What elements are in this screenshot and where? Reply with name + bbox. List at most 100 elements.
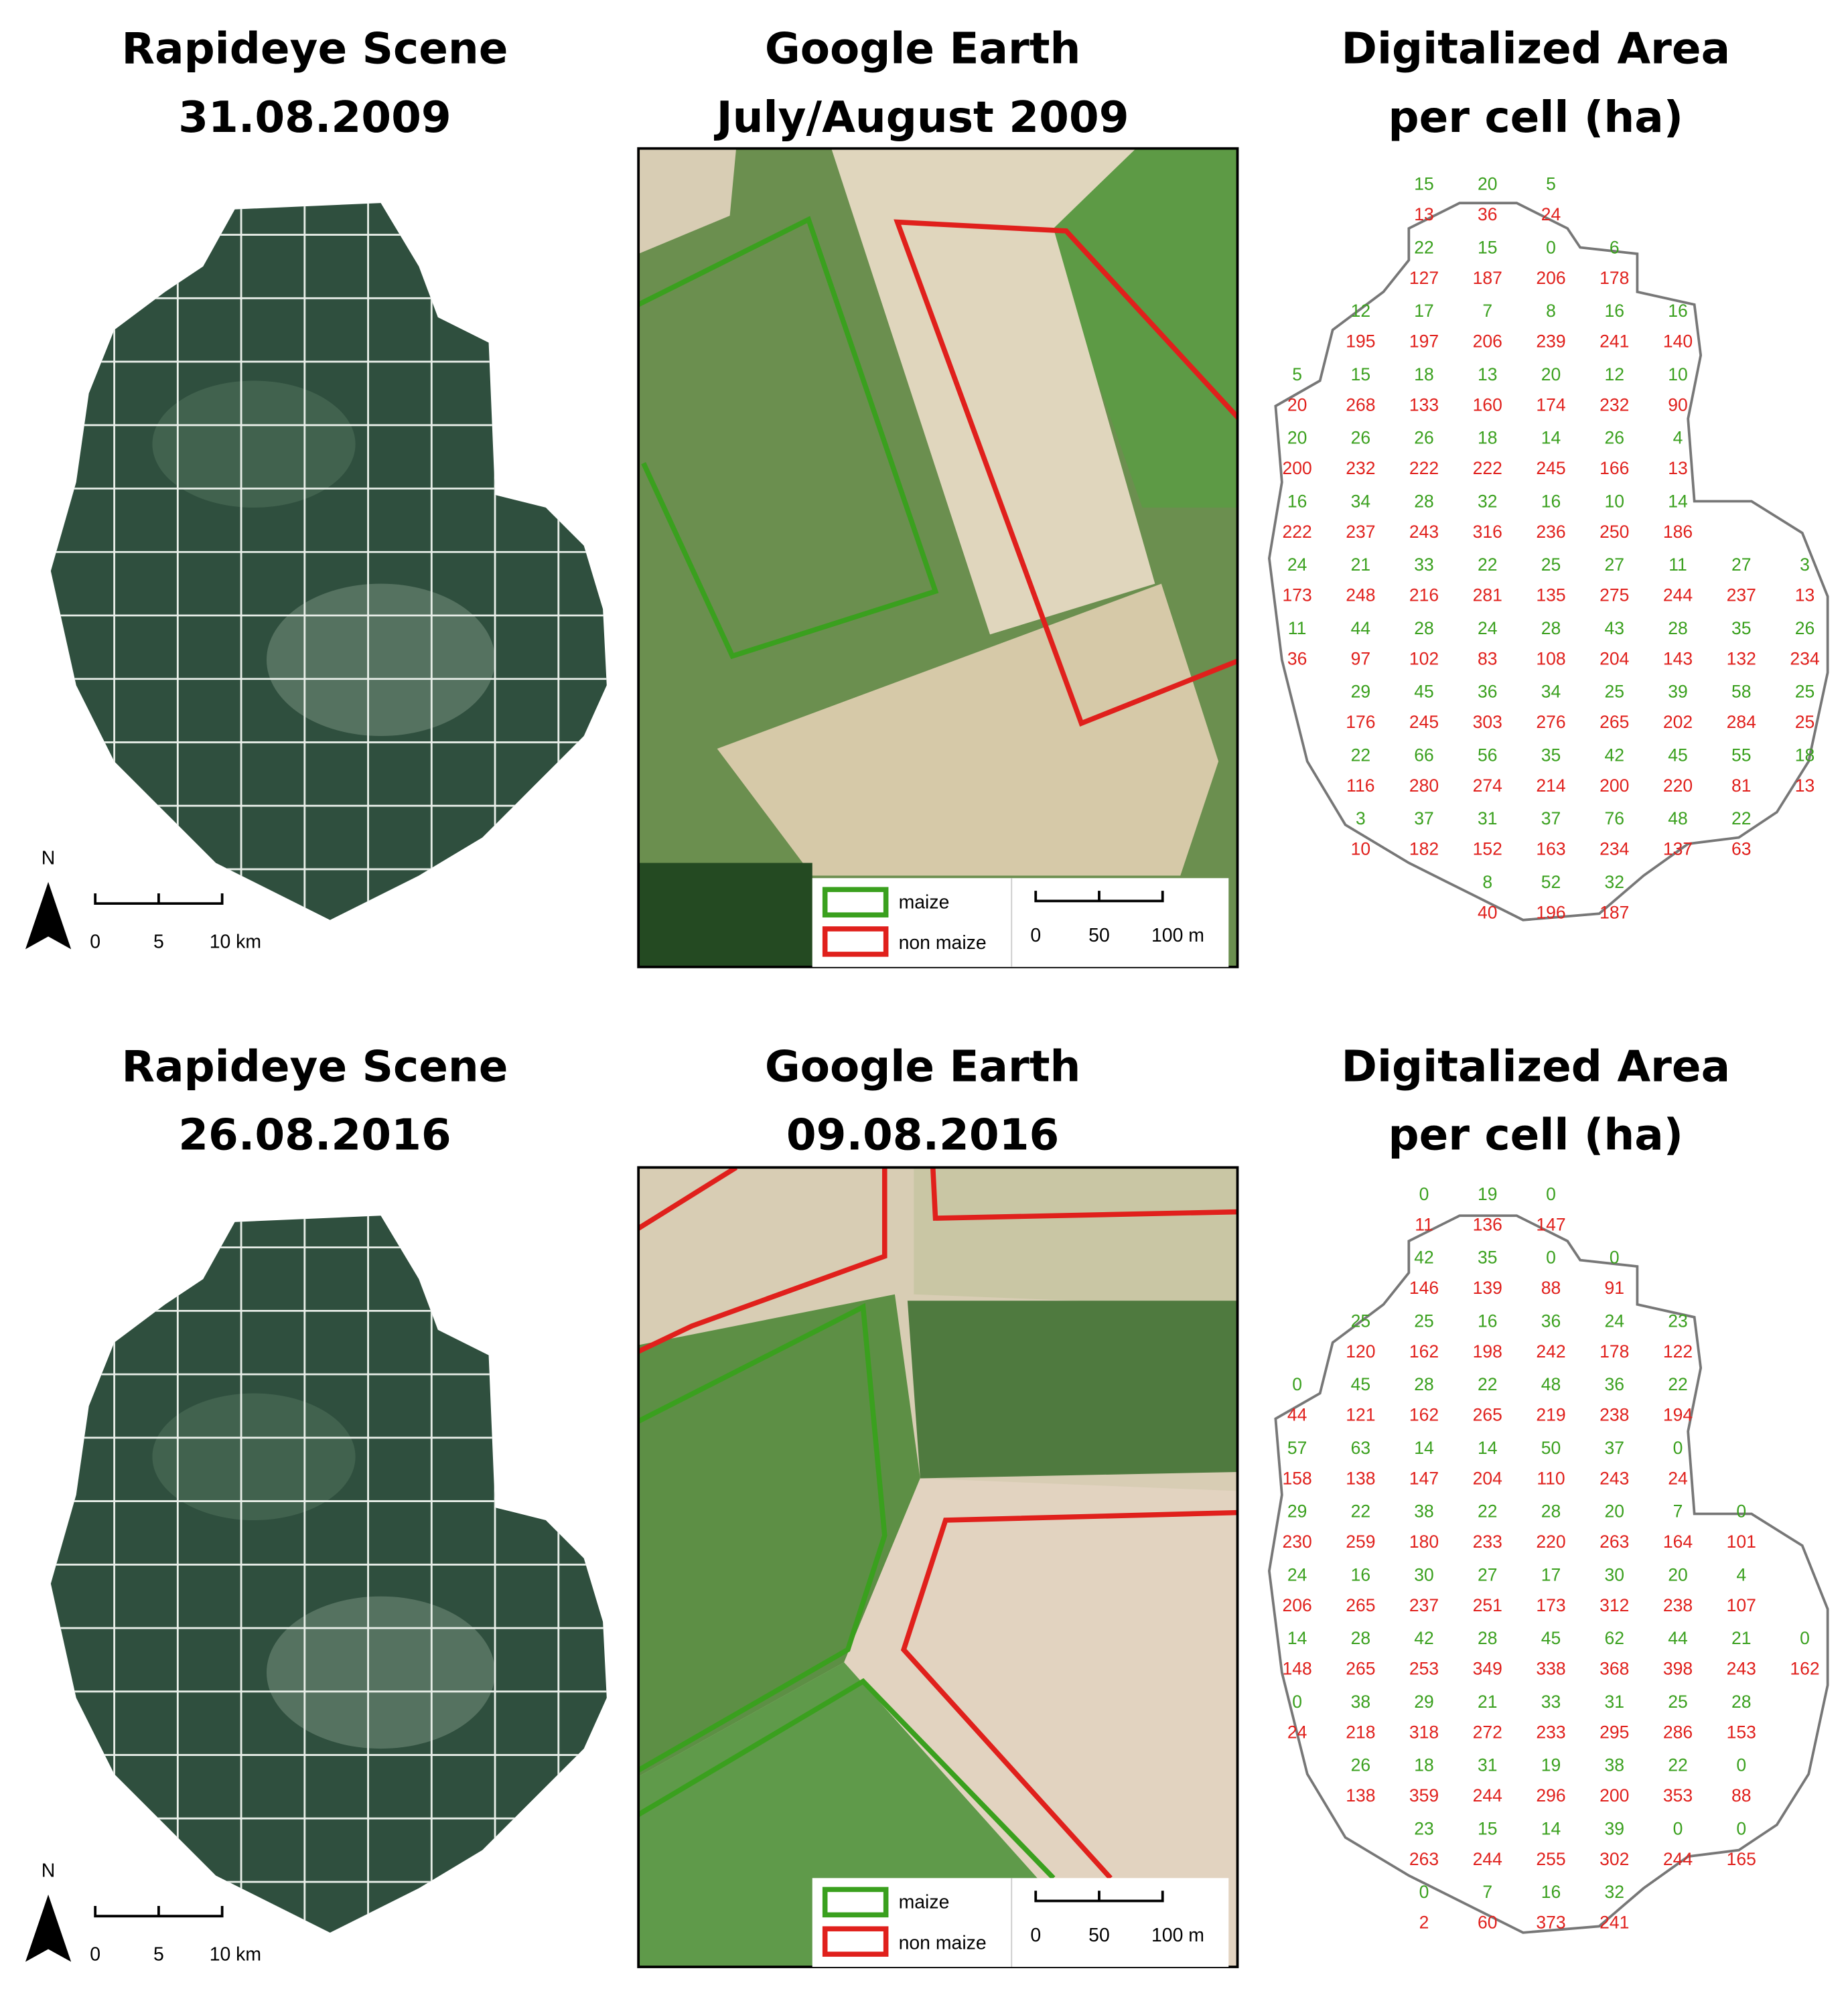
maize-area: 33 (1414, 555, 1434, 575)
non-maize-area: 239 (1536, 331, 1565, 352)
maize-area: 10 (1668, 364, 1688, 384)
non-maize-area: 162 (1790, 1659, 1819, 1679)
m-scale-label: 100 m (1151, 925, 1204, 946)
non-maize-area: 263 (1600, 1532, 1629, 1552)
maize-area: 21 (1351, 555, 1371, 575)
non-maize-area: 275 (1600, 585, 1629, 605)
maize-area: 18 (1478, 428, 1498, 448)
km-scale-label: 0 (90, 1943, 100, 1965)
non-maize-area: 13 (1668, 458, 1688, 478)
maize-area: 28 (1478, 1628, 1498, 1648)
maize-area: 0 (1419, 1882, 1429, 1902)
legend-label: maize (899, 1892, 950, 1913)
non-maize-area: 186 (1663, 522, 1693, 542)
non-maize-area: 152 (1473, 839, 1502, 859)
non-maize-area: 214 (1536, 776, 1565, 796)
maize-area: 28 (1541, 1501, 1561, 1522)
non-maize-area: 138 (1346, 1785, 1375, 1805)
maize-area: 4 (1736, 1564, 1746, 1584)
maize-area: 4 (1673, 428, 1683, 448)
maize-area: 52 (1541, 872, 1561, 892)
non-maize-area: 195 (1346, 331, 1375, 352)
maize-area: 27 (1478, 1564, 1498, 1584)
non-maize-area: 200 (1600, 1785, 1629, 1805)
maize-area: 55 (1731, 745, 1752, 765)
non-maize-area: 146 (1409, 1278, 1439, 1298)
non-maize-area: 359 (1409, 1785, 1439, 1805)
km-scale-label: 0 (90, 931, 100, 952)
maize-area: 20 (1478, 174, 1498, 194)
non-maize-area: 136 (1473, 1214, 1502, 1234)
maize-area: 32 (1605, 1882, 1625, 1902)
maize-area: 22 (1414, 237, 1434, 257)
non-maize-area: 218 (1346, 1722, 1375, 1742)
non-maize-area: 24 (1668, 1468, 1688, 1488)
maize-area: 39 (1668, 682, 1688, 702)
non-maize-area: 60 (1478, 1913, 1498, 1933)
non-maize-area: 174 (1536, 394, 1565, 415)
maize-area: 26 (1795, 618, 1815, 638)
non-maize-area: 296 (1536, 1785, 1565, 1805)
non-maize-area: 263 (1409, 1849, 1439, 1869)
non-maize-area: 63 (1731, 839, 1752, 859)
maize-area: 16 (1541, 491, 1561, 511)
non-maize-area: 234 (1790, 648, 1819, 668)
legend-swatch-non-maize (822, 1926, 889, 1957)
non-maize-area: 24 (1541, 204, 1561, 224)
non-maize-area: 265 (1346, 1595, 1375, 1615)
maize-area: 66 (1414, 745, 1434, 765)
non-maize-area: 219 (1536, 1405, 1565, 1425)
maize-area: 29 (1287, 1501, 1307, 1522)
non-maize-area: 276 (1536, 712, 1565, 732)
maize-area: 17 (1541, 1564, 1561, 1584)
maize-area: 11 (1288, 618, 1307, 638)
non-maize-area: 36 (1287, 648, 1307, 668)
non-maize-area: 216 (1409, 585, 1439, 605)
maize-area: 0 (1673, 1438, 1683, 1458)
maize-area: 14 (1668, 491, 1688, 511)
maize-area: 24 (1478, 618, 1498, 638)
maize-area: 6 (1610, 237, 1620, 257)
non-maize-area: 10 (1351, 839, 1371, 859)
maize-area: 22 (1478, 1501, 1498, 1522)
non-maize-area: 243 (1727, 1659, 1756, 1679)
non-maize-area: 135 (1536, 585, 1565, 605)
non-maize-area: 303 (1473, 712, 1502, 732)
maize-area: 45 (1351, 1374, 1371, 1394)
non-maize-area: 194 (1663, 1405, 1693, 1425)
non-maize-area: 245 (1536, 458, 1565, 478)
non-maize-area: 206 (1473, 331, 1502, 352)
non-maize-area: 110 (1537, 1468, 1565, 1488)
maize-area: 14 (1414, 1438, 1434, 1458)
non-maize-area: 232 (1600, 394, 1629, 415)
non-maize-area: 250 (1600, 522, 1629, 542)
non-maize-area: 121 (1346, 1405, 1375, 1425)
maize-area: 25 (1605, 682, 1625, 702)
non-maize-area: 158 (1282, 1468, 1311, 1488)
maize-area: 0 (1736, 1818, 1746, 1838)
maize-area: 31 (1605, 1692, 1625, 1712)
non-maize-area: 153 (1727, 1722, 1756, 1742)
non-maize-area: 127 (1409, 268, 1439, 288)
non-maize-area: 133 (1409, 394, 1439, 415)
maize-area: 28 (1351, 1628, 1371, 1648)
non-maize-area: 248 (1346, 585, 1375, 605)
non-maize-area: 242 (1536, 1341, 1565, 1361)
maize-area: 12 (1351, 301, 1371, 321)
maize-area: 25 (1795, 682, 1815, 702)
non-maize-area: 280 (1409, 776, 1439, 796)
maize-area: 3 (1356, 808, 1366, 828)
maize-area: 24 (1287, 1564, 1307, 1584)
maize-area: 22 (1668, 1755, 1688, 1775)
non-maize-area: 25 (1795, 712, 1815, 732)
maize-area: 26 (1351, 1755, 1371, 1775)
maize-area: 24 (1287, 555, 1307, 575)
maize-area: 36 (1605, 1374, 1625, 1394)
non-maize-area: 204 (1473, 1468, 1502, 1488)
non-maize-area: 90 (1668, 394, 1688, 415)
maize-area: 0 (1419, 1184, 1429, 1204)
maize-area: 50 (1541, 1438, 1561, 1458)
non-maize-area: 200 (1600, 776, 1629, 796)
maize-area: 31 (1478, 808, 1498, 828)
non-maize-area: 162 (1409, 1341, 1439, 1361)
